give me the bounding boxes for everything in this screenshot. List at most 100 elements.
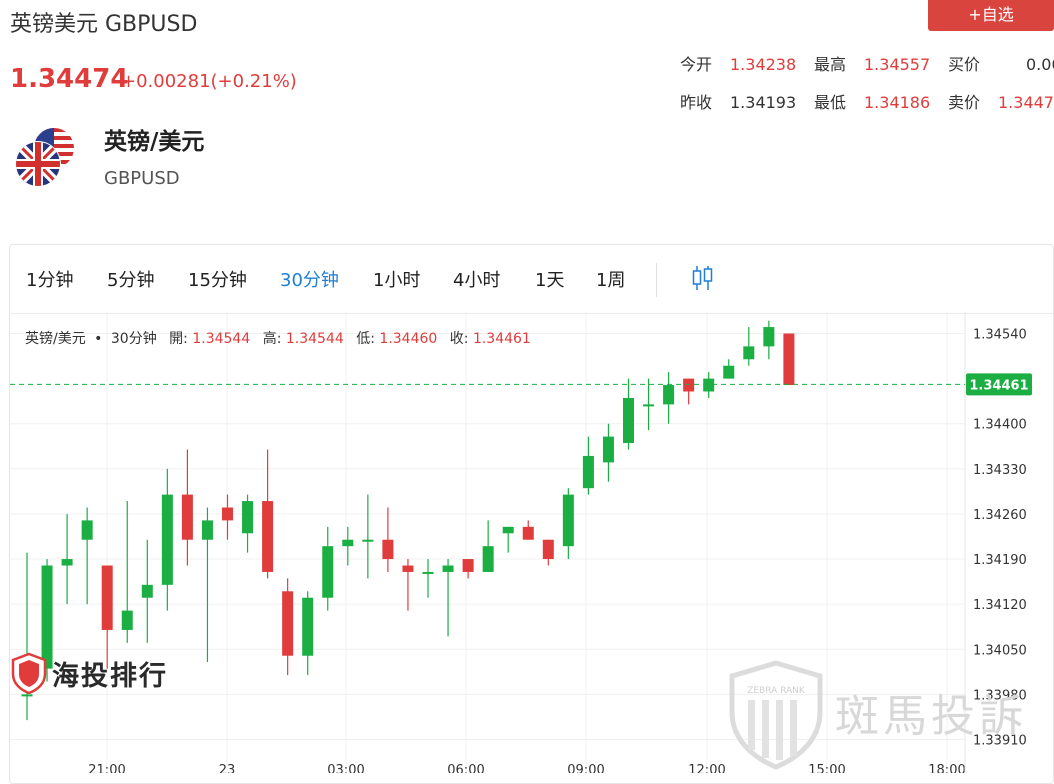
candle-body (783, 333, 795, 386)
watermark-left: 海投排行 (52, 661, 168, 692)
tab-1day[interactable]: 1天 (535, 270, 565, 291)
add-watchlist-button[interactable]: +自选 (928, 0, 1054, 31)
x-tick-label: 09:00 (567, 763, 604, 773)
candle-body (161, 494, 173, 585)
tab-5min[interactable]: 5分钟 (107, 270, 155, 291)
ask-value: 1.34474 (998, 93, 1054, 112)
legend-separator: • (94, 331, 103, 347)
legend-open-value: 1.34544 (192, 331, 251, 347)
candle-body (302, 597, 314, 656)
prev-close-label: 昨收 (680, 93, 713, 112)
candle-body (362, 539, 374, 542)
candle-body (101, 565, 113, 630)
timeframe-toolbar: 1分钟 5分钟 15分钟 30分钟 1小时 4小时 1天 1周 (10, 245, 1053, 314)
candle-body (262, 501, 274, 572)
candle-body (442, 565, 454, 572)
y-tick-label: 1.33910 (973, 734, 1027, 749)
y-tick-label: 1.34190 (973, 553, 1027, 568)
candle-body (382, 539, 394, 560)
tab-1week[interactable]: 1周 (596, 270, 626, 291)
tab-30min[interactable]: 30分钟 (280, 270, 339, 291)
legend-high-label: 高: (262, 331, 282, 347)
ohlc-legend: 英镑/美元 • 30分钟 開: 1.34544 高: 1.34544 低: 1.… (25, 328, 531, 348)
candle-body (242, 501, 254, 534)
high-value: 1.34557 (864, 55, 931, 74)
x-tick-label: 15:00 (808, 763, 845, 773)
y-tick-label: 1.34400 (973, 418, 1027, 433)
instrument-name-en: GBPUSD (104, 168, 180, 189)
legend-close-value: 1.34461 (472, 331, 531, 347)
prev-close-value: 1.34193 (730, 93, 797, 112)
y-tick-label: 1.34260 (973, 508, 1027, 523)
y-tick-label: 1.34330 (973, 463, 1027, 478)
toolbar-divider (656, 263, 657, 297)
open-label: 今开 (680, 55, 713, 74)
candle-body (181, 494, 193, 540)
candle-body (21, 694, 33, 697)
watermark-right: 斑馬投訴 (835, 691, 1027, 742)
candle-body (282, 591, 294, 656)
page-title: 英镑美元 GBPUSD (10, 12, 198, 37)
y-tick-label: 1.33980 (973, 688, 1027, 703)
candle-body (743, 346, 755, 360)
candle-body (462, 559, 474, 572)
candle-body (482, 546, 494, 572)
x-tick-label: 23 (219, 763, 236, 773)
price-change: +0.00281(+0.21%) (121, 71, 297, 92)
candle-body (582, 455, 594, 489)
candle-body (663, 385, 675, 405)
x-tick-label: 03:00 (327, 763, 364, 773)
ask-label: 卖价 (948, 93, 981, 112)
legend-high-value: 1.34544 (285, 331, 344, 347)
candle-body (41, 565, 53, 669)
legend-close-label: 收: (449, 331, 469, 347)
haitou-shield-logo-icon (11, 652, 47, 694)
zebra-rank-badge-text: ZEBRA RANK (747, 686, 806, 696)
open-value: 1.34238 (730, 55, 797, 74)
candle-body (703, 378, 715, 392)
tab-4hour[interactable]: 4小时 (453, 270, 501, 291)
low-value: 1.34186 (864, 93, 931, 112)
candlestick-type-icon[interactable] (692, 265, 714, 291)
legend-open-label: 開: (169, 331, 188, 347)
candle-body (562, 494, 574, 547)
candle-body (683, 378, 695, 392)
current-price: 1.34474 (10, 64, 129, 94)
legend-low-label: 低: (356, 331, 375, 347)
candle-body (643, 404, 655, 407)
tab-1min[interactable]: 1分钟 (26, 270, 74, 291)
gbp-usd-flag-icon (15, 128, 74, 187)
candle-body (141, 584, 153, 598)
y-tick-label: 1.34540 (973, 328, 1027, 343)
low-label: 最低 (814, 93, 847, 112)
candle-body (623, 397, 634, 444)
last-price-tag (966, 373, 1032, 396)
candle-body (121, 610, 133, 630)
zebra-rank-shield-icon: ZEBRA RANK (729, 660, 823, 770)
y-tick-label: 1.34120 (973, 598, 1027, 613)
y-tick-label: 1.34050 (973, 643, 1027, 658)
candle-body (763, 327, 775, 347)
candle-body (723, 365, 735, 379)
candle-body (342, 539, 354, 547)
high-label: 最高 (814, 55, 847, 74)
x-tick-label: 21:00 (88, 763, 125, 773)
candle-body (81, 520, 93, 540)
candle-body (502, 526, 514, 534)
candle-body (61, 559, 73, 566)
x-tick-label: 06:00 (447, 763, 484, 773)
tab-1hour[interactable]: 1小时 (373, 270, 421, 291)
tab-15min[interactable]: 15分钟 (188, 270, 247, 291)
instrument-name-cn: 英镑/美元 (104, 129, 205, 155)
candle-body (322, 546, 334, 598)
candle-body (222, 507, 233, 521)
bid-label: 买价 (948, 55, 981, 74)
bid-value: 0.00 (1026, 55, 1054, 74)
x-tick-label: 12:00 (688, 763, 725, 773)
candle-body (602, 436, 614, 463)
candle-body (201, 520, 213, 540)
candle-body (402, 565, 414, 572)
legend-period: 30分钟 (110, 331, 157, 347)
legend-low-value: 1.34460 (379, 331, 438, 347)
